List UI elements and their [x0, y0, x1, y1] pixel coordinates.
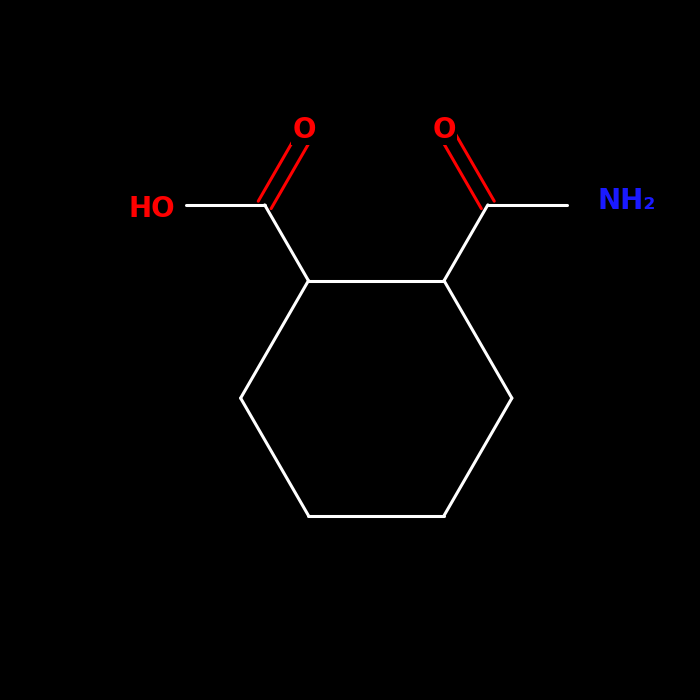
Text: NH₂: NH₂	[597, 186, 656, 214]
Text: HO: HO	[129, 195, 176, 223]
Text: O: O	[293, 116, 316, 144]
Text: O: O	[433, 116, 456, 144]
